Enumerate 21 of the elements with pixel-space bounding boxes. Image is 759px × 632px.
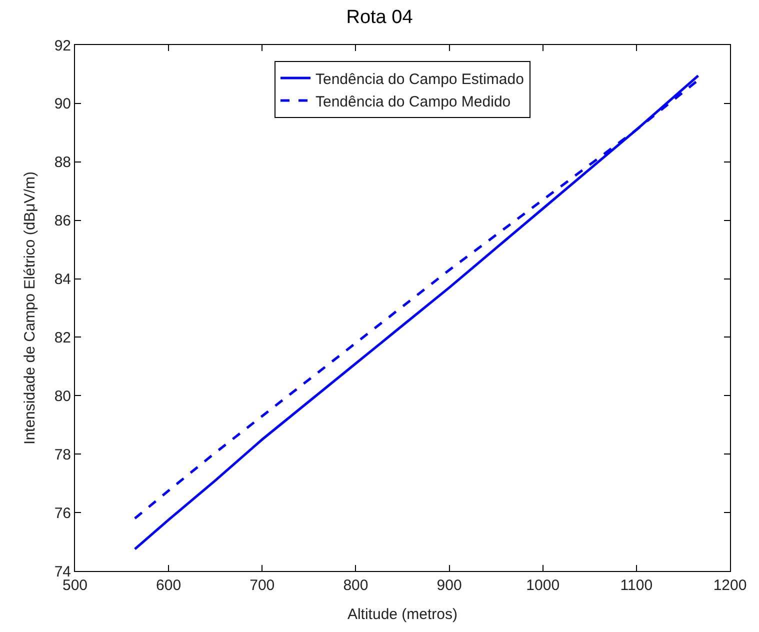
x-tick-label: 900	[436, 577, 462, 594]
x-tick-label: 1200	[713, 577, 747, 594]
y-tick-label: 86	[54, 212, 71, 230]
y-tick-label: 80	[54, 388, 71, 405]
y-tick-label: 82	[54, 329, 71, 346]
x-tick-label: 800	[343, 577, 368, 594]
x-tick-label: 600	[156, 577, 182, 594]
y-tick-label: 88	[54, 154, 71, 172]
y-tick-label: 90	[54, 96, 71, 113]
chart-title: Rota 04	[346, 6, 414, 28]
x-tick-label: 700	[250, 577, 275, 594]
y-axis-title: Intensidade de Campo Elétrico (dBμV/m)	[22, 172, 39, 444]
y-tick-label: 84	[54, 271, 71, 288]
y-tick-label: 76	[54, 504, 71, 522]
y-tick-label: 92	[54, 37, 71, 54]
x-axis-title: Altitude (metros)	[347, 606, 458, 623]
y-tick-label: 78	[54, 446, 71, 464]
x-tick-label: 1000	[526, 577, 560, 594]
x-tick-label: 1100	[620, 577, 653, 594]
legend-label: Tendência do Campo Estimado	[316, 70, 524, 88]
legend-label: Tendência do Campo Medido	[316, 93, 511, 110]
